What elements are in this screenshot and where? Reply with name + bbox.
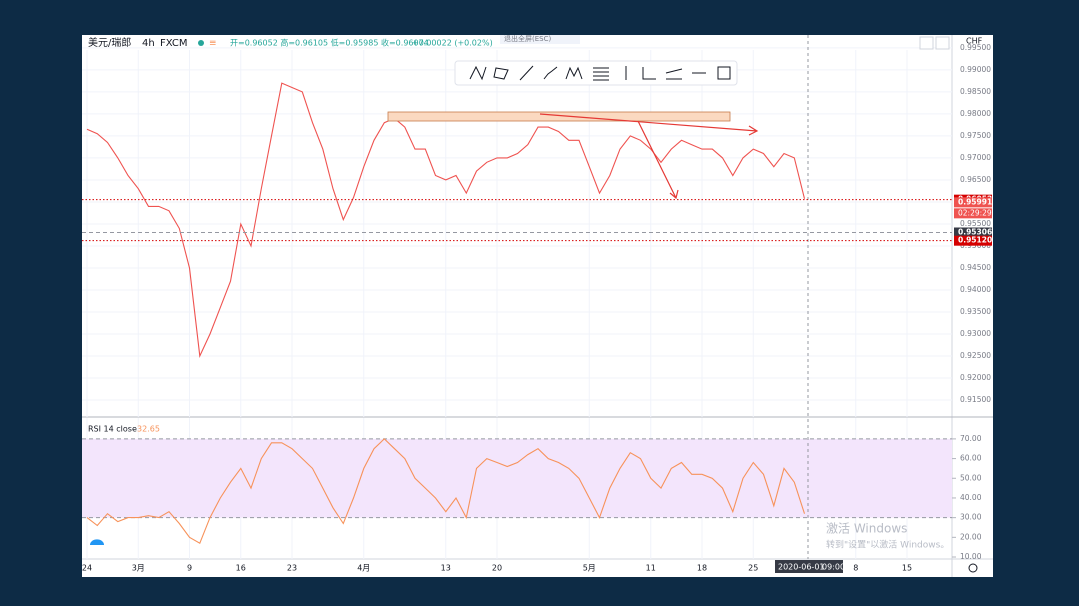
y-tick-label: 0.97000 bbox=[960, 153, 991, 162]
trend-arrow[interactable] bbox=[539, 113, 759, 136]
price-label-box bbox=[954, 235, 992, 246]
series-line bbox=[86, 438, 806, 544]
tool-rectangle[interactable] bbox=[717, 66, 731, 80]
currency: CHF bbox=[966, 37, 983, 46]
x-tick-label: 11 bbox=[646, 564, 656, 573]
x-tick-label: 15 bbox=[902, 564, 912, 573]
exchange: FXCM bbox=[160, 38, 188, 49]
trend-arrow[interactable] bbox=[637, 120, 679, 200]
y-tick-label: 70.00 bbox=[960, 434, 982, 443]
y-tick-label: 0.93000 bbox=[960, 329, 991, 338]
watermark-title: 激活 Windows bbox=[826, 522, 907, 536]
watermark-subtitle: 转到"设置"以激活 Windows。 bbox=[826, 539, 949, 551]
ohlc: 开=0.96052 高=0.96105 低=0.95985 收=0.96074 bbox=[230, 38, 429, 48]
price-label: 0.95120 bbox=[958, 236, 992, 245]
y-tick-label: 0.99000 bbox=[960, 65, 991, 74]
price-label-box bbox=[954, 197, 992, 208]
y-tick-label: 0.98000 bbox=[960, 109, 991, 118]
x-tick-label: 8 bbox=[853, 564, 858, 573]
rsi-title: RSI 14 close bbox=[88, 425, 137, 434]
series-line bbox=[86, 82, 806, 358]
tool-path[interactable] bbox=[543, 66, 558, 80]
y-tick-label: 0.92500 bbox=[960, 351, 991, 360]
tool-wave[interactable] bbox=[565, 66, 583, 80]
y-tick-label: 0.94500 bbox=[960, 263, 991, 272]
cursor-date: 2020-06-01 bbox=[778, 563, 825, 572]
y-tick-label: 0.93500 bbox=[960, 307, 991, 316]
change: +0.00022 (+0.02%) bbox=[412, 39, 493, 48]
y-tick-label: 60.00 bbox=[960, 454, 982, 463]
x-tick-label: 25 bbox=[748, 564, 758, 573]
y-tick-label: 0.99500 bbox=[960, 43, 991, 52]
y-tick-label: 40.00 bbox=[960, 493, 982, 502]
x-tick-label: 9 bbox=[187, 564, 192, 573]
tool-trendline[interactable] bbox=[519, 65, 534, 81]
countdown: 02:29:29 bbox=[958, 208, 992, 217]
scroll-button[interactable] bbox=[919, 36, 934, 50]
tooltip: 退出全屏(ESC) bbox=[504, 34, 551, 43]
tool-ray[interactable] bbox=[665, 68, 683, 80]
rsi-band bbox=[82, 438, 952, 518]
x-tick-label: 20 bbox=[492, 564, 502, 573]
cursor-box bbox=[775, 560, 843, 573]
tooltip-box bbox=[500, 35, 580, 44]
x-tick-label: 5月 bbox=[583, 564, 596, 573]
x-tick-label: 3月 bbox=[132, 564, 145, 573]
y-tick-label: 30.00 bbox=[960, 513, 982, 522]
time-settings[interactable] bbox=[968, 563, 978, 573]
series-icon[interactable]: ≡ bbox=[209, 39, 217, 49]
y-tick-label: 0.97500 bbox=[960, 131, 991, 140]
cursor-time: 09:00 bbox=[822, 563, 845, 572]
x-tick-label: 16 bbox=[236, 564, 246, 573]
tool-angle[interactable] bbox=[642, 67, 656, 80]
symbol[interactable]: 美元/瑞郎 bbox=[88, 36, 131, 49]
y-tick-label: 0.96500 bbox=[960, 175, 991, 184]
price-label: 0.95306 bbox=[958, 227, 992, 236]
rsi-last: 32.65 bbox=[137, 425, 160, 434]
logo[interactable] bbox=[90, 539, 104, 545]
x-tick-label: 4月 bbox=[357, 564, 370, 573]
y-tick-label: 0.92000 bbox=[960, 373, 991, 382]
tool-xabcd[interactable] bbox=[469, 65, 487, 81]
countdown-box bbox=[954, 208, 992, 219]
y-tick-label: 10.00 bbox=[960, 552, 982, 561]
status-dot bbox=[198, 40, 204, 46]
settings-button[interactable] bbox=[935, 36, 950, 50]
y-tick-label: 0.95500 bbox=[960, 219, 991, 228]
tool-pattern[interactable] bbox=[493, 67, 509, 80]
y-tick-label: 20.00 bbox=[960, 532, 982, 541]
zone-rectangle[interactable] bbox=[387, 111, 731, 122]
tool-fib[interactable] bbox=[593, 67, 609, 81]
price-label: 0.95991 bbox=[958, 197, 992, 206]
x-tick-label: 24 bbox=[82, 564, 92, 573]
y-tick-label: 0.98500 bbox=[960, 87, 991, 96]
interval[interactable]: 4h bbox=[142, 38, 155, 49]
y-tick-label: 0.94000 bbox=[960, 285, 991, 294]
price-label-box bbox=[954, 227, 992, 238]
x-tick-label: 18 bbox=[697, 564, 707, 573]
x-tick-label: 13 bbox=[441, 564, 451, 573]
y-tick-label: 0.91500 bbox=[960, 395, 991, 404]
y-tick-label: 50.00 bbox=[960, 473, 982, 482]
x-tick-label: 23 bbox=[287, 564, 297, 573]
